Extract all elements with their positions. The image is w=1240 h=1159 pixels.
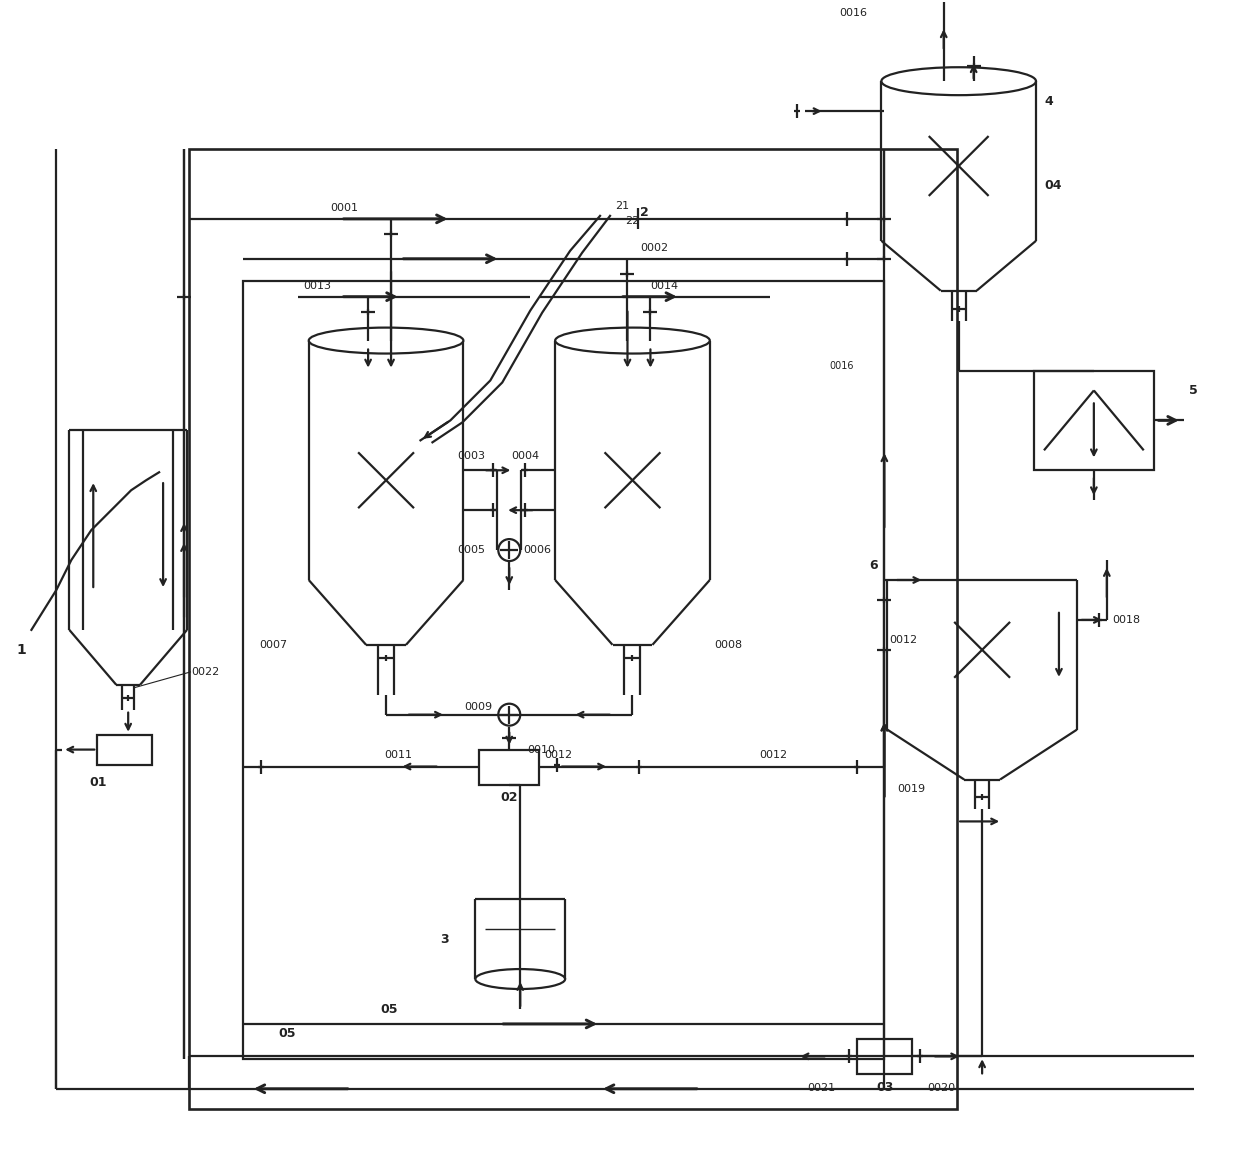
Text: 3: 3 bbox=[440, 933, 449, 946]
Text: 0012: 0012 bbox=[544, 750, 573, 759]
Text: 05: 05 bbox=[279, 1027, 296, 1041]
Text: 0013: 0013 bbox=[303, 280, 331, 291]
Text: 1: 1 bbox=[16, 643, 26, 657]
Text: 0004: 0004 bbox=[511, 451, 539, 461]
Text: 0006: 0006 bbox=[523, 545, 552, 555]
Text: 04: 04 bbox=[1044, 180, 1061, 192]
Text: 03: 03 bbox=[877, 1081, 894, 1094]
Text: 0008: 0008 bbox=[714, 640, 742, 650]
Text: 01: 01 bbox=[89, 777, 107, 789]
Bar bbox=[480, 750, 539, 785]
Text: 0007: 0007 bbox=[259, 640, 286, 650]
Text: 0001: 0001 bbox=[331, 203, 358, 213]
Text: 0005: 0005 bbox=[458, 545, 485, 555]
Text: 6: 6 bbox=[869, 559, 878, 571]
Text: 4: 4 bbox=[1044, 95, 1053, 108]
Text: 0002: 0002 bbox=[640, 242, 668, 253]
Text: 2: 2 bbox=[640, 206, 649, 219]
Text: 0016: 0016 bbox=[839, 8, 868, 19]
Bar bbox=[188, 150, 957, 1109]
Text: 05: 05 bbox=[381, 1004, 398, 1016]
Text: 0012: 0012 bbox=[760, 750, 787, 759]
Text: 02: 02 bbox=[501, 790, 518, 804]
Bar bbox=[243, 280, 884, 1059]
Text: 5: 5 bbox=[1189, 384, 1198, 396]
Text: 0009: 0009 bbox=[464, 701, 492, 712]
Text: 0012: 0012 bbox=[889, 635, 918, 644]
Bar bbox=[1034, 371, 1153, 471]
Text: 0014: 0014 bbox=[650, 280, 678, 291]
Text: 0021: 0021 bbox=[807, 1083, 836, 1093]
Text: 0022: 0022 bbox=[191, 666, 219, 677]
Text: 0011: 0011 bbox=[384, 750, 413, 759]
Text: 0019: 0019 bbox=[898, 785, 925, 795]
Text: 0016: 0016 bbox=[830, 360, 854, 371]
Text: 0010: 0010 bbox=[527, 744, 556, 755]
Bar bbox=[857, 1038, 913, 1073]
Text: 22: 22 bbox=[625, 216, 640, 226]
Text: 0018: 0018 bbox=[1112, 615, 1140, 625]
Text: 0020: 0020 bbox=[928, 1083, 955, 1093]
Bar bbox=[97, 735, 153, 765]
Text: 21: 21 bbox=[615, 201, 629, 211]
Text: 0003: 0003 bbox=[458, 451, 485, 461]
